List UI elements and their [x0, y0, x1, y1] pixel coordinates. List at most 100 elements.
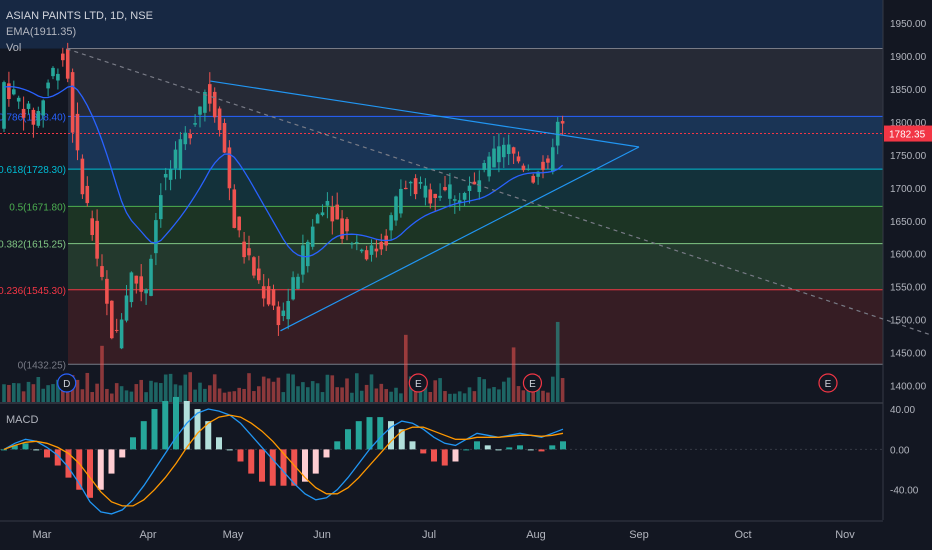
candle-body — [340, 218, 344, 239]
volume-bar — [399, 393, 403, 402]
macd-histogram-bar — [538, 449, 545, 452]
price-tick-label: 1900.00 — [890, 52, 927, 63]
macd-series-line — [3, 408, 564, 515]
candle-body — [502, 144, 506, 158]
candle-body — [90, 218, 94, 235]
volume-bar — [389, 391, 393, 402]
volume-bar — [51, 384, 55, 402]
candle-body — [261, 286, 266, 299]
candle-body — [252, 257, 256, 276]
candle-body — [551, 147, 555, 172]
volume-bar — [26, 381, 31, 402]
volume-bar — [521, 390, 526, 402]
time-tick-label: Jul — [422, 529, 436, 541]
macd-histogram-bar — [409, 441, 416, 450]
macd-tick-label: 40.00 — [890, 405, 915, 416]
candle-body — [482, 163, 486, 170]
candle-body — [350, 243, 354, 245]
volume-bar — [404, 334, 408, 402]
volume-bar — [65, 388, 70, 402]
fib-label: 0.5(1671.80) — [9, 202, 66, 213]
candle-body — [26, 103, 31, 109]
volume-bar — [129, 391, 134, 402]
volume-bar — [428, 392, 433, 402]
volume-bar — [315, 383, 320, 402]
volume-bar — [266, 378, 271, 402]
candle-body — [85, 185, 90, 204]
volume-bar — [217, 388, 222, 402]
candle-body — [56, 73, 60, 81]
volume-bar — [144, 392, 148, 402]
volume-bar — [301, 382, 305, 402]
volume-bar — [448, 393, 452, 402]
candle-body — [70, 72, 75, 133]
volume-bar — [56, 379, 60, 402]
candle-body — [457, 200, 462, 203]
candle-body — [271, 289, 276, 306]
macd-histogram-bar — [237, 449, 244, 462]
macd-histogram-bar — [366, 417, 373, 450]
candle-body — [2, 82, 6, 129]
volume-bar — [159, 383, 163, 402]
volume-bar — [560, 378, 565, 402]
candle-body — [134, 275, 139, 284]
volume-bar — [85, 372, 90, 402]
event-marker-label: D — [63, 379, 70, 390]
candle-body — [173, 149, 178, 169]
macd-histogram-bar — [474, 441, 480, 450]
time-tick-label: May — [223, 529, 244, 541]
volume-bar — [497, 389, 501, 402]
volume-bar — [212, 374, 217, 402]
candle-body — [237, 216, 241, 231]
candle-body — [257, 268, 261, 281]
price-tick-label: 1450.00 — [890, 349, 927, 360]
candle-body — [560, 121, 565, 124]
candle-body — [144, 289, 148, 294]
candle-body — [193, 123, 197, 125]
price-tick-label: 1400.00 — [890, 382, 927, 393]
upper-trendline — [210, 80, 640, 148]
macd-histogram-bar — [140, 421, 147, 450]
macd-histogram-bar — [323, 449, 330, 458]
volume-bar — [16, 383, 21, 402]
candle-body — [428, 189, 433, 204]
candle-body — [168, 169, 173, 180]
volume-bar — [183, 374, 188, 402]
macd-series-line — [3, 414, 564, 507]
macd-histogram-bar — [65, 449, 72, 478]
candle-body — [65, 48, 70, 79]
macd-histogram-bar — [312, 449, 319, 474]
volume-bar — [247, 373, 251, 402]
candle-body — [301, 245, 305, 275]
volume-bar — [114, 383, 119, 402]
candle-body — [31, 109, 36, 125]
macd-histogram-bar — [173, 396, 179, 450]
candle-body — [526, 168, 531, 170]
time-tick-label: Aug — [526, 529, 546, 541]
volume-bar — [438, 378, 442, 402]
volume-bar — [31, 384, 36, 402]
volume-bar — [306, 387, 310, 402]
candle-body — [247, 248, 251, 256]
volume-bar — [453, 393, 457, 402]
volume-bar — [12, 383, 16, 402]
candle-body — [36, 111, 41, 126]
volume-bar — [188, 372, 192, 402]
macd-histogram-bar — [280, 449, 287, 486]
volume-bar — [350, 392, 354, 402]
candle-body — [394, 196, 398, 221]
candle-body — [320, 212, 325, 216]
volume-bar — [124, 390, 129, 402]
volume-legend: Vol — [6, 42, 22, 54]
macd-histogram-bar — [33, 449, 40, 451]
volume-bar — [310, 381, 315, 402]
event-marker — [57, 373, 77, 393]
candle-body — [506, 144, 511, 155]
macd-histogram-bar — [463, 449, 470, 451]
volume-bar — [457, 391, 462, 402]
macd-tick-label: 0.00 — [890, 445, 910, 456]
price-tick-label: 1600.00 — [890, 250, 927, 261]
volume-bar — [364, 384, 369, 402]
volume-bar — [178, 385, 183, 402]
